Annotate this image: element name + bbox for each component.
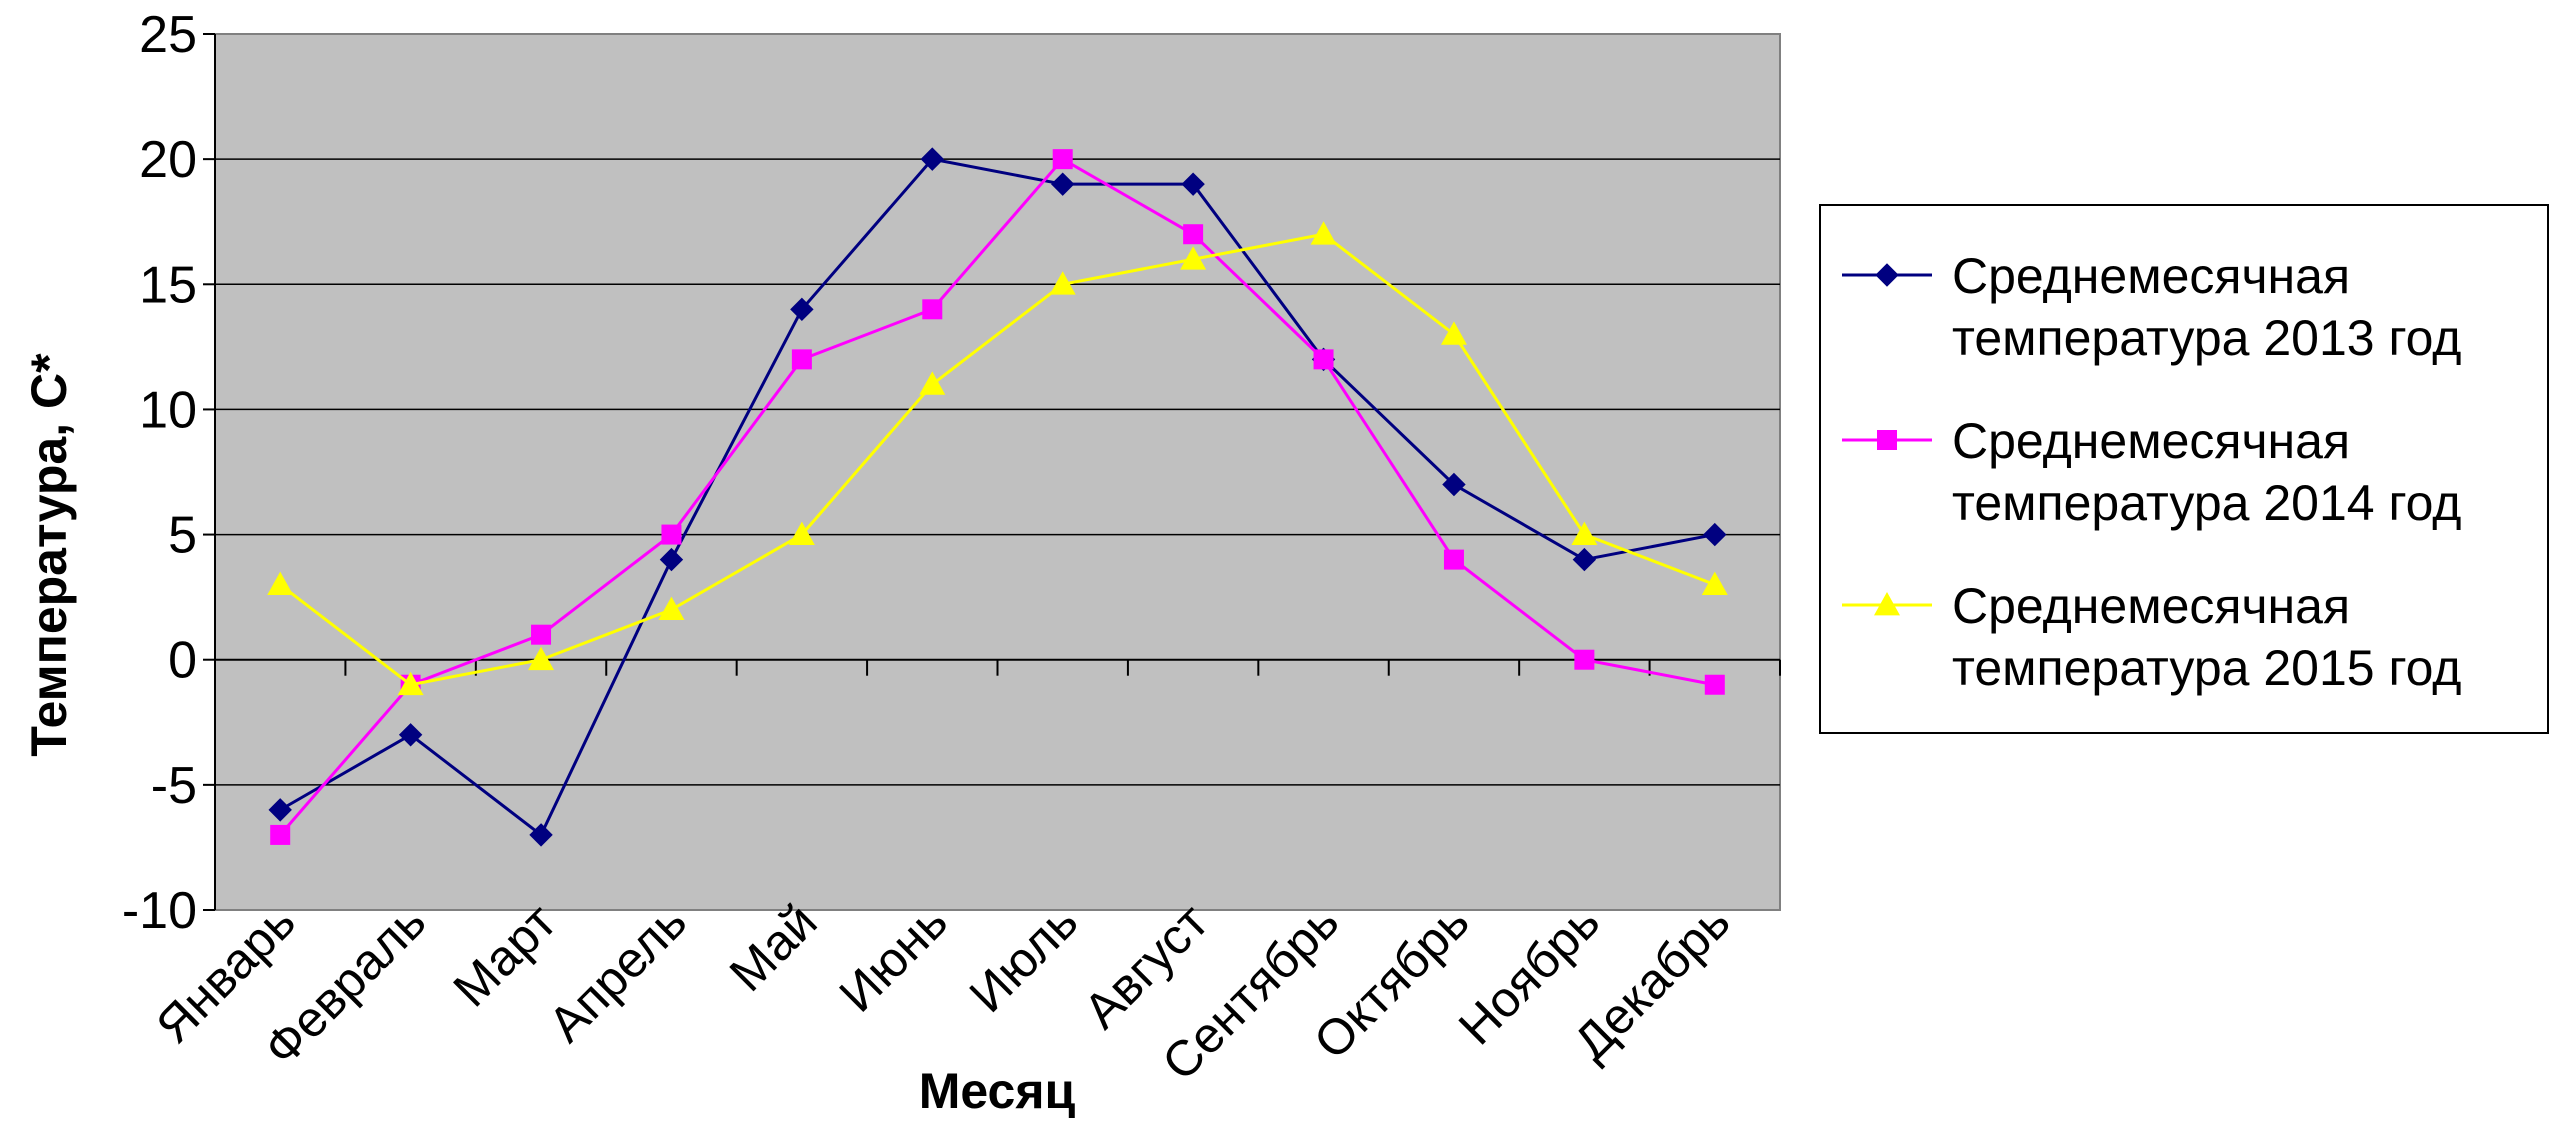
data-point — [1052, 149, 1073, 170]
x-tick-label: Июнь — [829, 893, 958, 1022]
data-point — [1313, 349, 1334, 370]
y-axis-title: Температура, С* — [21, 353, 77, 757]
x-tick-label: Март — [443, 893, 567, 1017]
legend-entry: Среднемесячная температура 2015 год — [1842, 578, 2461, 696]
data-point — [791, 349, 812, 370]
data-point — [1183, 224, 1204, 245]
legend-label: Среднемесячная температура 2015 год — [1952, 578, 2461, 696]
y-tick-label: 5 — [168, 507, 197, 565]
data-point — [920, 147, 944, 171]
data-point — [1704, 674, 1725, 695]
x-tick-label: Июль — [959, 893, 1089, 1023]
legend: Среднемесячная температура 2013 год Средне… — [1819, 204, 2549, 734]
data-point — [1703, 522, 1727, 547]
data-point — [1443, 549, 1464, 570]
data-point — [1440, 321, 1467, 345]
data-point — [268, 798, 292, 822]
data-point — [531, 624, 552, 645]
data-point — [788, 521, 815, 545]
y-tick-label: -10 — [122, 882, 197, 940]
series-group — [267, 147, 1728, 847]
data-point — [1572, 547, 1597, 572]
series-1 — [268, 147, 1727, 847]
series-line — [279, 157, 1716, 838]
data-point — [1442, 472, 1466, 497]
data-point — [1180, 246, 1207, 270]
legend-label: Среднемесячная температура 2013 год — [1952, 248, 2461, 366]
legend-swatch-marker — [1875, 263, 1899, 287]
data-point — [1051, 172, 1075, 196]
series-line — [279, 157, 1716, 836]
data-point — [1049, 271, 1076, 295]
y-tick-label: 0 — [168, 632, 197, 690]
y-tick-label: 10 — [139, 381, 197, 439]
y-tick-label: 15 — [139, 256, 197, 314]
y-tick-label: 20 — [139, 131, 197, 189]
data-point — [922, 299, 943, 320]
legend-entry: Среднемесячная температура 2013 год — [1842, 248, 2461, 366]
legend-label: Среднемесячная температура 2014 год — [1952, 413, 2461, 531]
plot-area — [214, 33, 1781, 911]
x-tick-label: Апрель — [538, 893, 698, 1053]
data-point — [919, 371, 946, 395]
data-point — [1181, 172, 1205, 196]
data-point — [1701, 571, 1728, 596]
plot-background — [214, 33, 1781, 911]
legend-swatch-marker — [1874, 592, 1900, 616]
y-tick-label: 25 — [139, 6, 197, 64]
y-tick-label: -5 — [151, 757, 197, 815]
data-point — [528, 646, 555, 671]
data-point — [659, 547, 684, 572]
x-axis-title: Месяц — [919, 1063, 1076, 1119]
series-2 — [270, 149, 1725, 845]
legend-swatch-marker — [1877, 430, 1897, 450]
data-point — [529, 823, 553, 847]
data-point — [398, 723, 423, 747]
data-point — [658, 596, 685, 621]
data-point — [1574, 649, 1595, 670]
data-point — [661, 524, 682, 545]
data-point — [790, 297, 814, 322]
legend-box — [1819, 204, 2549, 734]
data-point — [267, 571, 294, 596]
data-point — [270, 824, 291, 845]
data-point — [1310, 221, 1337, 245]
data-point — [397, 671, 424, 696]
series-line — [279, 232, 1716, 687]
data-point — [1571, 521, 1598, 545]
legend-entry: Среднемесячная температура 2014 год — [1842, 413, 2461, 531]
series-3 — [267, 221, 1728, 696]
